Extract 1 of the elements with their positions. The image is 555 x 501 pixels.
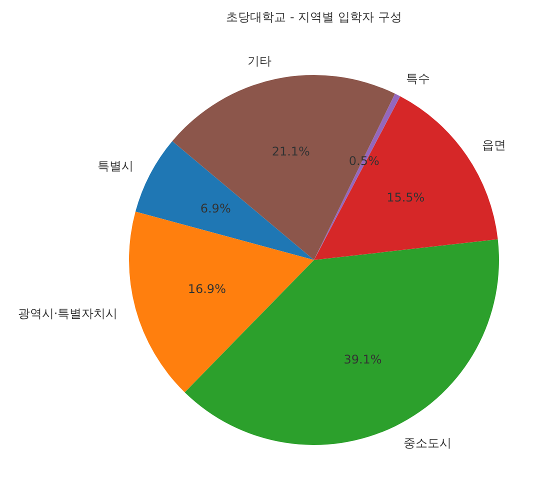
- title: 초당대학교 - 지역별 입학자 구성: [226, 10, 402, 24]
